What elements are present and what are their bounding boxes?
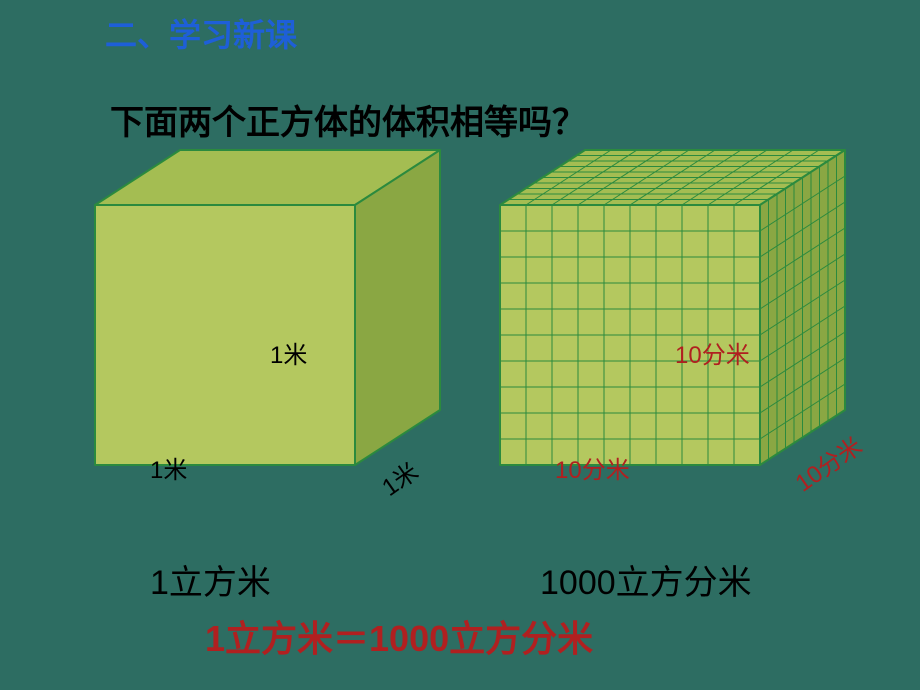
cube-right — [498, 148, 847, 467]
cube-right-caption: 1000立方分米 — [540, 555, 752, 604]
cube-right-dim-height: 10分米 — [675, 335, 750, 370]
cube-left-dim-height: 1米 — [270, 335, 307, 370]
equation-text: 1立方米＝1000立方分米 — [205, 610, 593, 662]
question-text: 下面两个正方体的体积相等吗？ — [110, 95, 586, 144]
cube-left-caption: 1立方米 — [150, 555, 271, 604]
cube-left-dim-width: 1米 — [150, 450, 187, 485]
cube-right-dim-width: 10分米 — [555, 450, 630, 485]
section-heading: 二、学习新课 — [105, 10, 297, 56]
cube-left — [93, 148, 442, 467]
